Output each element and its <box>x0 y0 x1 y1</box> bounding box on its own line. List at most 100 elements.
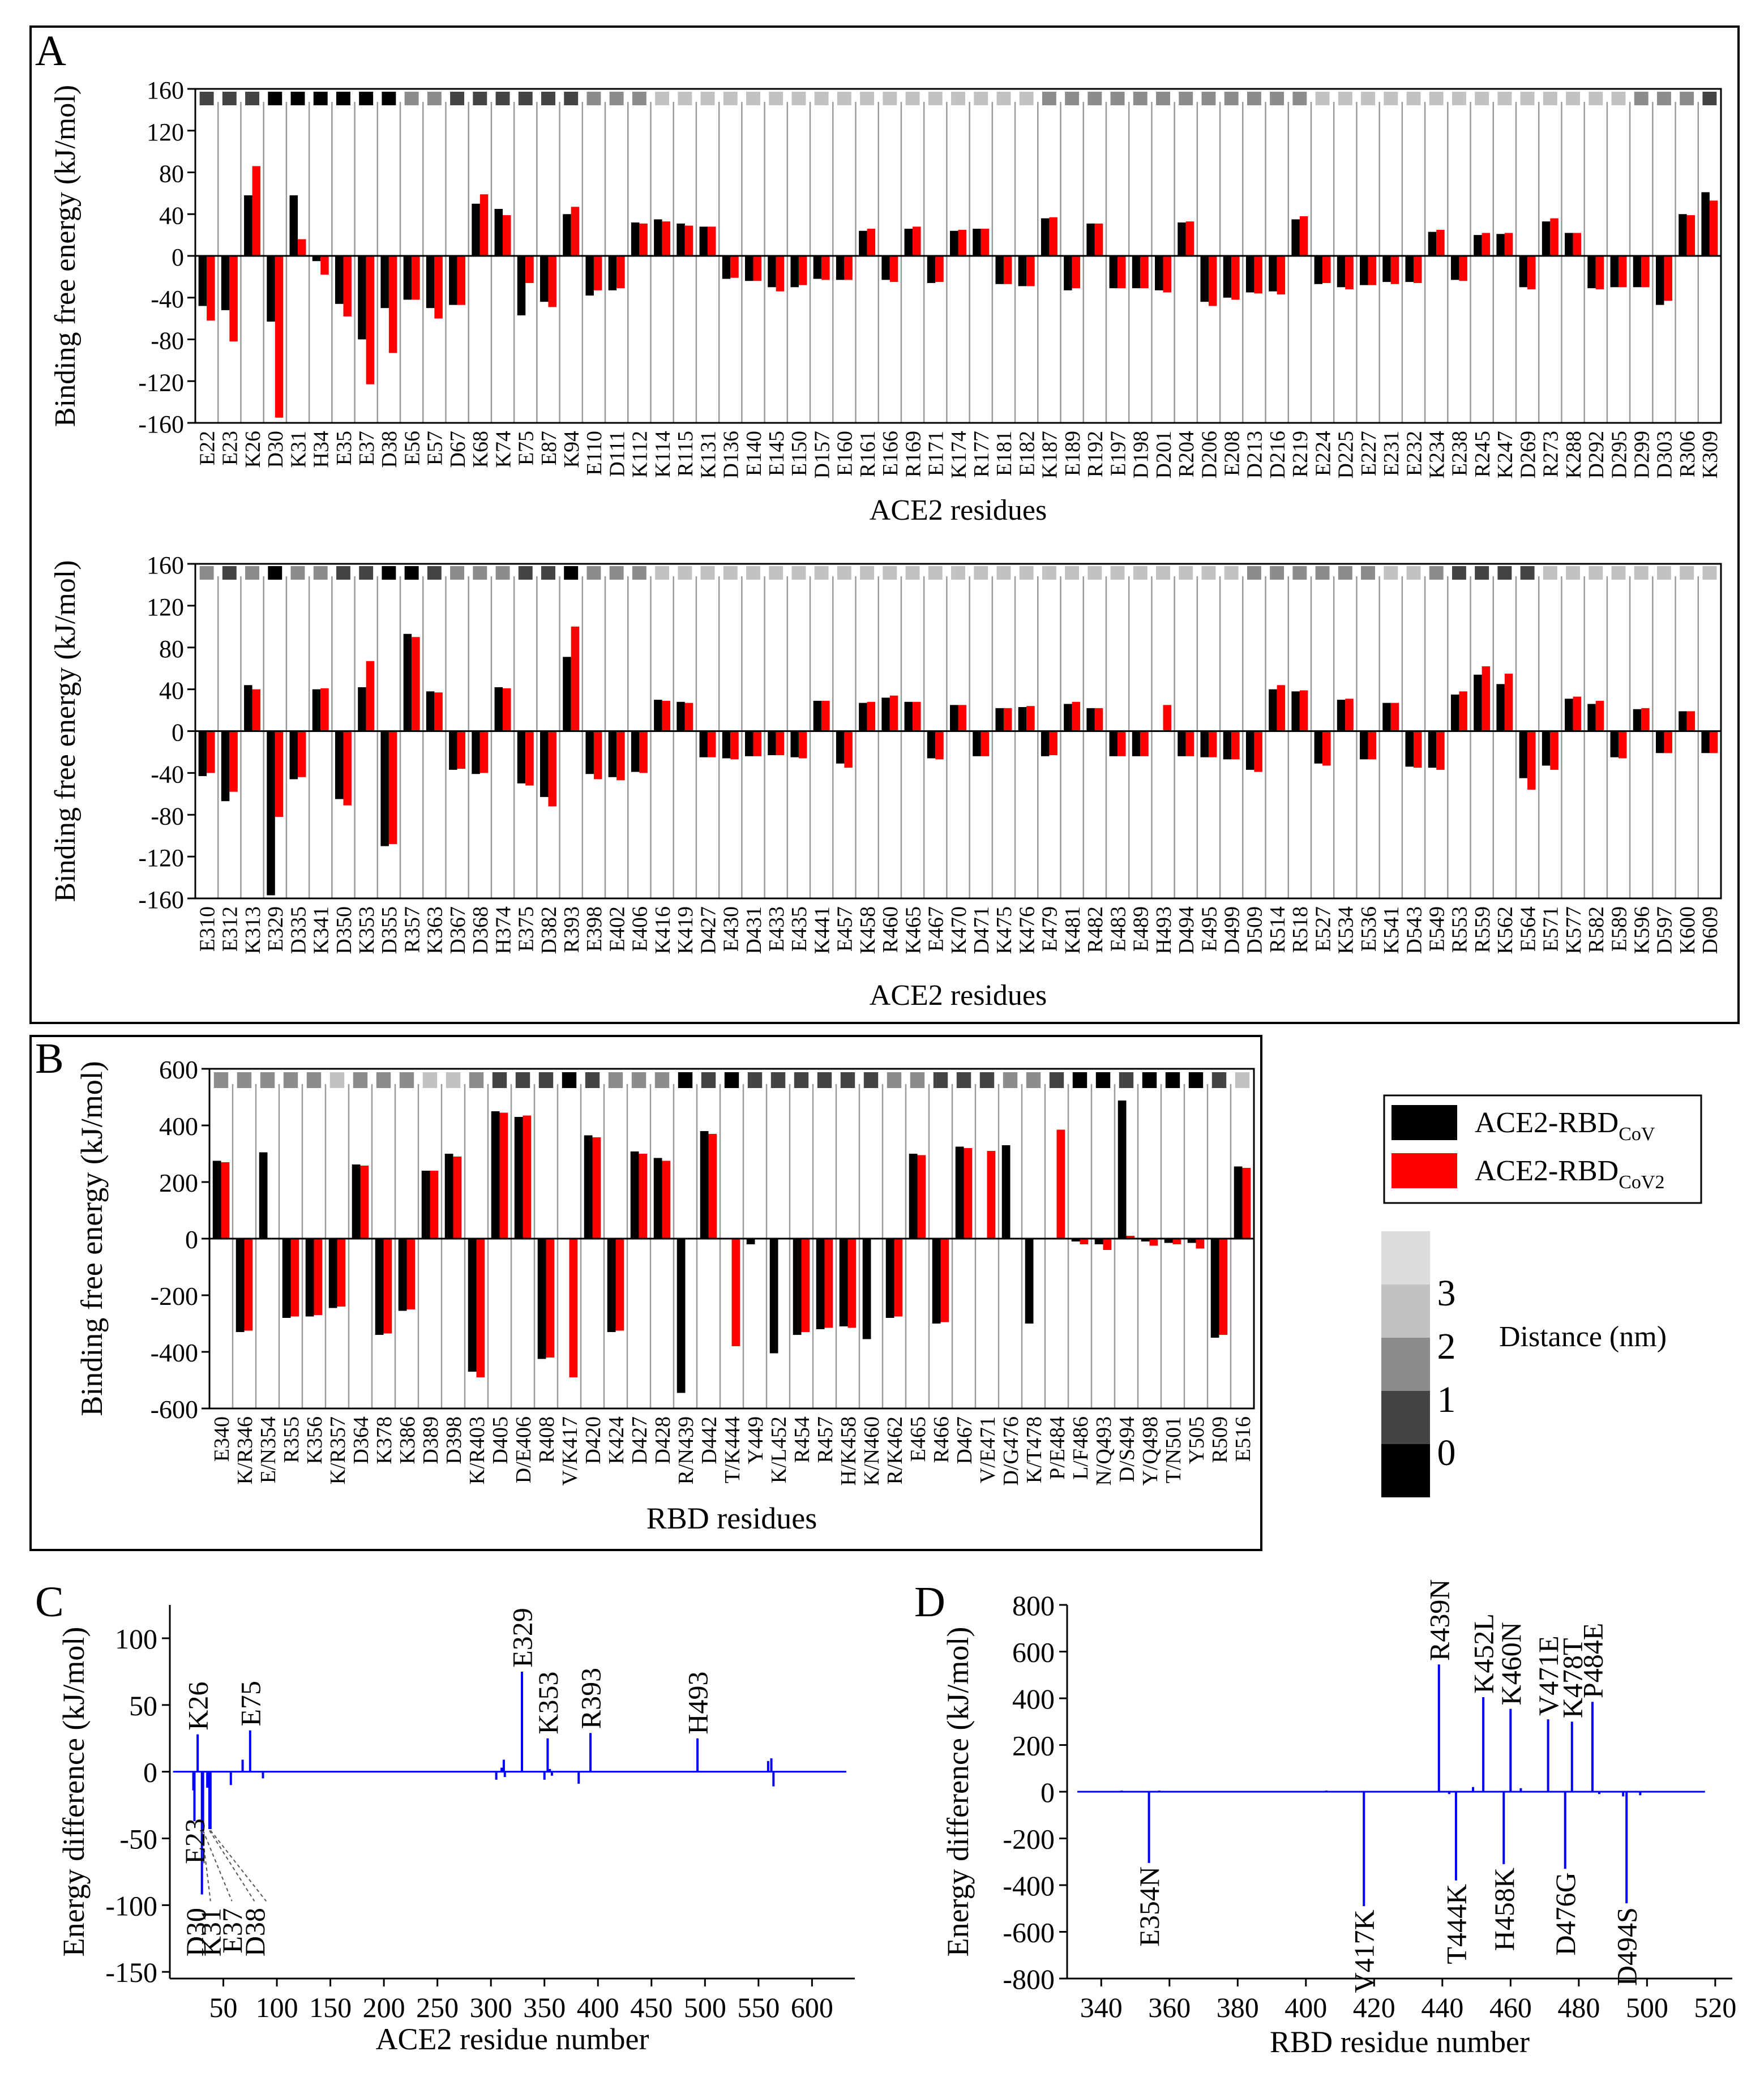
distance-square <box>840 1072 855 1088</box>
spike-label: E23 <box>179 1818 211 1864</box>
y-tick-label: 200 <box>1012 1730 1055 1762</box>
bar-cov <box>1337 700 1346 731</box>
distance-square <box>404 92 419 105</box>
bar-cov2 <box>406 1239 416 1309</box>
distance-square <box>199 92 214 105</box>
colorbar-tick-label: 0 <box>1437 1432 1456 1474</box>
bar-cov2 <box>1641 708 1650 731</box>
x-tick-label: R357 <box>400 906 424 953</box>
bar-cov2 <box>298 731 306 777</box>
bar-cov <box>1655 256 1664 305</box>
distance-square <box>1406 566 1421 580</box>
x-tick-label: E232 <box>1402 431 1426 476</box>
distance-square <box>996 566 1011 580</box>
x-tick-label: E231 <box>1380 431 1403 476</box>
bar-cov <box>816 1239 825 1329</box>
spike-label: T444K <box>1440 1884 1472 1964</box>
distance-square <box>1406 92 1421 105</box>
distance-square <box>268 566 282 580</box>
spike-label: D476G <box>1549 1872 1581 1955</box>
bar-cov2 <box>844 731 853 768</box>
bar-cov <box>1109 731 1118 756</box>
x-tick-label: K441 <box>810 906 834 954</box>
bar-cov <box>380 256 389 309</box>
x-tick-label: H493 <box>1152 906 1176 954</box>
bar-cov2 <box>1172 1239 1181 1244</box>
bar-cov2 <box>616 731 625 781</box>
bar-cov2 <box>298 239 306 256</box>
bar-cov <box>881 256 890 280</box>
distance-square <box>883 566 897 580</box>
bar-cov <box>1291 691 1300 731</box>
bar-cov <box>1164 1239 1173 1243</box>
bar-cov <box>973 229 981 256</box>
distance-square <box>837 566 851 580</box>
distance-square <box>609 92 624 105</box>
bar-cov2 <box>593 256 602 290</box>
x-tick-label: K577 <box>1562 906 1586 954</box>
bar-cov2 <box>366 661 375 731</box>
bar-cov <box>1565 233 1573 256</box>
distance-square <box>1156 92 1170 105</box>
y-axis-label: Binding free energy (kJ/mol) <box>75 1061 109 1416</box>
x-tick-label: E166 <box>879 431 902 476</box>
bar-cov <box>472 203 480 256</box>
bar-cov2 <box>1390 256 1399 284</box>
y-tick-label: 160 <box>147 551 184 579</box>
bar-cov2 <box>1618 256 1627 288</box>
legend-label: ACE2-RBDCoV2 <box>1475 1155 1664 1193</box>
bar-cov2 <box>1550 731 1559 770</box>
bar-cov <box>1141 1239 1150 1241</box>
panel-a-border <box>29 25 1740 1024</box>
bar-cov <box>1610 731 1619 757</box>
x-tick-label: H374 <box>491 906 515 954</box>
distance-square <box>746 92 760 105</box>
distance-square <box>450 566 465 580</box>
distance-square <box>1338 566 1352 580</box>
bar-cov <box>768 256 776 288</box>
bar-cov2 <box>252 689 261 731</box>
distance-square <box>1702 566 1717 580</box>
x-tick-label: K114 <box>651 431 675 478</box>
bar-cov <box>1405 256 1414 282</box>
y-tick-label: 40 <box>159 202 184 229</box>
spike-label: E329 <box>507 1608 538 1668</box>
bar-cov2 <box>1436 229 1445 256</box>
colorbar-segment <box>1381 1284 1430 1338</box>
bar-cov2 <box>753 256 761 281</box>
distance-square <box>910 1072 925 1088</box>
distance-square <box>313 92 328 105</box>
x-tick-label: E402 <box>605 906 629 952</box>
y-tick-label: -200 <box>151 1282 198 1311</box>
distance-square <box>336 566 350 580</box>
x-tick-label: D269 <box>1516 431 1540 478</box>
bar-cov <box>1587 704 1596 731</box>
x-tick-label: E197 <box>1106 431 1130 476</box>
x-tick-label: 450 <box>630 1992 673 2023</box>
x-tick-label: E150 <box>787 431 811 476</box>
distance-square <box>1087 566 1102 580</box>
bar-cov2 <box>499 1112 508 1239</box>
distance-square <box>1224 566 1239 580</box>
bar-cov2 <box>1299 216 1308 256</box>
x-tick-label: E224 <box>1311 431 1335 476</box>
distance-square <box>1361 92 1375 105</box>
bar-cov2 <box>684 703 693 731</box>
y-tick-label: 120 <box>147 118 184 146</box>
bar-cov2 <box>1504 673 1513 731</box>
bar-cov2 <box>221 1162 230 1239</box>
x-tick-label: D/S494 <box>1115 1416 1139 1482</box>
x-tick-label: E457 <box>833 906 857 952</box>
x-tick-label: E433 <box>765 906 789 952</box>
x-tick-label: R161 <box>856 431 880 477</box>
x-tick-label: K475 <box>992 906 1016 954</box>
distance-square <box>1589 92 1603 105</box>
distance-square <box>609 566 624 580</box>
distance-square <box>290 566 305 580</box>
distance-square <box>928 92 943 105</box>
bar-cov2 <box>730 256 739 278</box>
distance-square <box>1384 566 1398 580</box>
distance-square <box>290 92 305 105</box>
bar-cov2 <box>1072 701 1081 731</box>
bar-cov <box>769 1239 778 1354</box>
